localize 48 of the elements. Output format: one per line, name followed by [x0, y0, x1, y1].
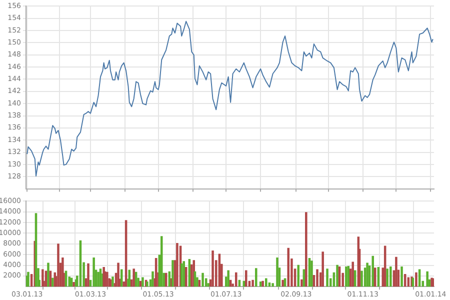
- bar: [176, 243, 178, 287]
- bar: [415, 272, 418, 287]
- bar: [352, 262, 354, 287]
- bar: [372, 256, 374, 287]
- bar: [326, 268, 328, 287]
- bar: [106, 272, 108, 287]
- bar: [227, 270, 230, 287]
- bar: [57, 244, 60, 287]
- bar: [287, 248, 290, 287]
- bar: [202, 272, 204, 287]
- bar: [366, 262, 368, 287]
- bar: [272, 283, 274, 287]
- bar: [360, 270, 363, 287]
- bar: [244, 270, 248, 287]
- bar: [386, 268, 388, 287]
- bar: [132, 268, 135, 287]
- bar: [300, 279, 303, 287]
- bar: [254, 268, 258, 287]
- bar: [262, 280, 264, 287]
- bar: [70, 278, 73, 287]
- bar: [395, 256, 398, 287]
- bar: [87, 263, 90, 287]
- bar: [316, 269, 318, 287]
- bar: [252, 280, 254, 287]
- bar: [142, 277, 144, 287]
- bar: [322, 252, 324, 287]
- bar: [336, 264, 338, 287]
- bar: [152, 271, 154, 287]
- bar: [282, 280, 284, 287]
- bar: [345, 266, 348, 287]
- bar: [72, 282, 75, 287]
- bar: [172, 260, 174, 287]
- bar: [400, 266, 403, 287]
- bar: [265, 278, 268, 287]
- bar: [27, 272, 30, 287]
- bar: [92, 257, 95, 287]
- bar: [390, 266, 392, 287]
- bar: [52, 278, 54, 287]
- bar: [47, 262, 50, 287]
- bar: [297, 264, 300, 287]
- bar: [212, 250, 214, 287]
- bar: [160, 236, 163, 287]
- bar: [310, 260, 313, 287]
- bar: [276, 257, 278, 287]
- bar: [97, 272, 100, 287]
- bar: [305, 212, 308, 287]
- bar: [426, 271, 428, 287]
- bar: [112, 276, 114, 287]
